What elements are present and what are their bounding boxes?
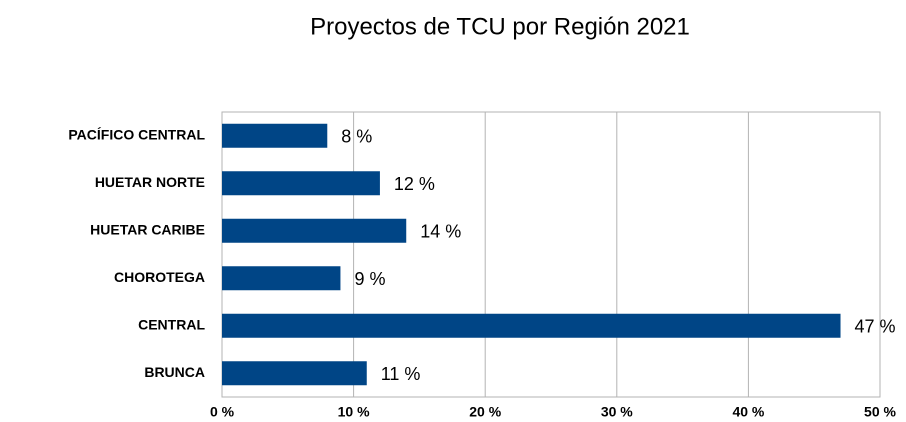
x-tick-label: 0 % [210, 404, 235, 420]
x-tick-label: 40 % [732, 404, 764, 420]
data-label: 12 % [394, 174, 435, 194]
y-tick-label: PACÍFICO CENTRAL [68, 126, 205, 142]
bar [222, 218, 407, 243]
plot-border [221, 111, 881, 398]
bar [222, 313, 841, 338]
x-tick-label: 20 % [469, 404, 501, 420]
data-label: 14 % [420, 222, 461, 242]
bar [222, 266, 341, 291]
chart-title: Proyectos de TCU por Región 2021 [310, 13, 690, 40]
data-label: 8 % [341, 127, 372, 147]
x-tick-label: 30 % [601, 404, 633, 420]
data-label: 9 % [354, 269, 385, 289]
x-tick-label: 50 % [864, 404, 896, 420]
y-tick-label: HUETAR CARIBE [90, 221, 205, 237]
data-label: 11 % [381, 364, 421, 384]
y-tick-label: CHOROTEGA [114, 269, 205, 285]
bar [222, 171, 380, 196]
bar [222, 123, 328, 148]
y-tick-label: CENTRAL [138, 316, 205, 332]
data-label: 47 % [855, 317, 896, 337]
y-tick-label: BRUNCA [144, 364, 205, 380]
y-tick-label: HUETAR NORTE [95, 174, 205, 190]
x-tick-label: 10 % [338, 404, 370, 420]
bar [222, 361, 367, 386]
